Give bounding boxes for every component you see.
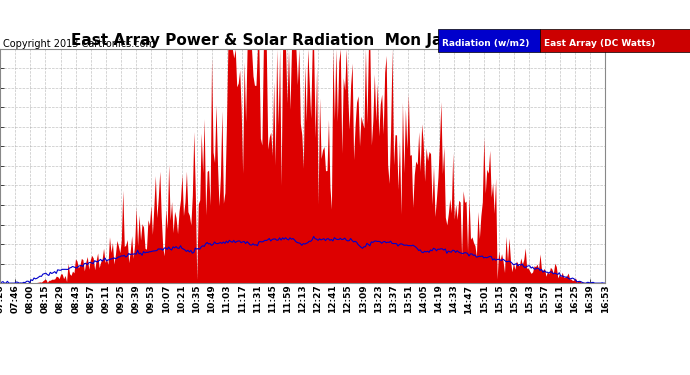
Text: Radiation (w/m2): Radiation (w/m2) — [442, 39, 529, 48]
Text: Copyright 2013 Cartronics.com: Copyright 2013 Cartronics.com — [3, 39, 155, 49]
Text: East Array (DC Watts): East Array (DC Watts) — [544, 39, 655, 48]
Title: East Array Power & Solar Radiation  Mon Jan 28 16:58: East Array Power & Solar Radiation Mon J… — [71, 33, 534, 48]
